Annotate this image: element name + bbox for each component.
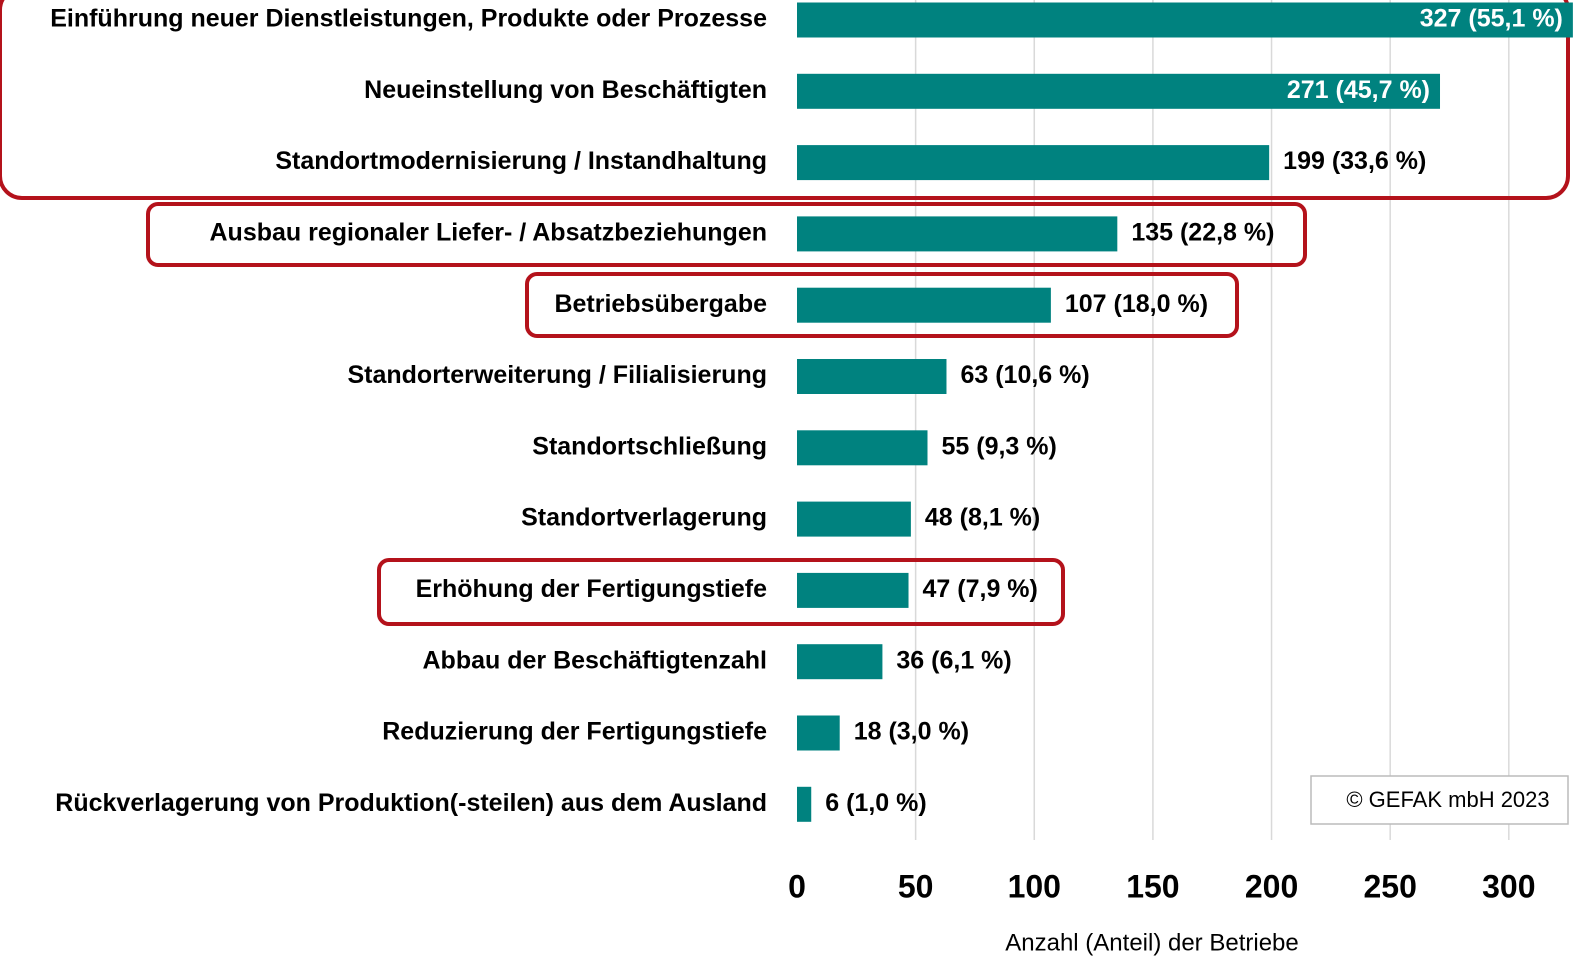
value-label: 327 (55,1 %) bbox=[1420, 5, 1563, 33]
x-tick-label: 50 bbox=[898, 868, 934, 904]
category-label: Standorterweiterung / Filialisierung bbox=[347, 361, 767, 389]
category-label: Standortmodernisierung / Instandhaltung bbox=[275, 147, 767, 175]
category-label: Erhöhung der Fertigungstiefe bbox=[416, 575, 767, 603]
bar bbox=[797, 644, 883, 680]
highlight-box bbox=[146, 202, 1307, 267]
value-label: 47 (7,9 %) bbox=[923, 575, 1038, 603]
bar bbox=[797, 430, 928, 466]
highlight-box bbox=[377, 558, 1065, 626]
copyright: © GEFAK mbH 2023 bbox=[1346, 787, 1549, 812]
category-label: Rückverlagerung von Produktion(-steilen)… bbox=[55, 789, 767, 817]
copyright-box bbox=[1310, 775, 1569, 825]
value-label: 55 (9,3 %) bbox=[942, 432, 1057, 460]
value-label: 18 (3,0 %) bbox=[854, 718, 969, 746]
bar bbox=[797, 715, 840, 751]
x-tick-label: 200 bbox=[1245, 868, 1298, 904]
category-label: Standortschließung bbox=[532, 432, 767, 460]
value-label: 36 (6,1 %) bbox=[896, 646, 1011, 674]
category-label: Standortverlagerung bbox=[521, 504, 767, 532]
category-label: Abbau der Beschäftigtenzahl bbox=[423, 646, 768, 674]
category-label: Einführung neuer Dienstleistungen, Produ… bbox=[50, 5, 767, 33]
bar bbox=[797, 2, 1573, 38]
category-label: Ausbau regionaler Liefer- / Absatzbezieh… bbox=[210, 219, 768, 247]
x-tick-label: 300 bbox=[1482, 868, 1535, 904]
x-axis-title: Anzahl (Anteil) der Betriebe bbox=[1005, 929, 1298, 956]
value-label: 135 (22,8 %) bbox=[1131, 219, 1274, 247]
category-label: Reduzierung der Fertigungstiefe bbox=[382, 718, 767, 746]
bar bbox=[797, 73, 1441, 109]
x-tick-label: 100 bbox=[1008, 868, 1061, 904]
x-tick-label: 0 bbox=[788, 868, 806, 904]
value-label: 63 (10,6 %) bbox=[960, 361, 1089, 389]
bar bbox=[797, 501, 911, 537]
bar bbox=[797, 216, 1118, 252]
highlight-box bbox=[525, 272, 1239, 338]
bar bbox=[797, 287, 1051, 323]
bar bbox=[797, 786, 812, 822]
bar bbox=[797, 359, 947, 394]
value-label: 107 (18,0 %) bbox=[1065, 290, 1208, 318]
bar bbox=[797, 572, 909, 608]
value-label: 6 (1,0 %) bbox=[825, 789, 926, 817]
x-tick-label: 150 bbox=[1126, 868, 1179, 904]
category-label: Neueinstellung von Beschäftigten bbox=[364, 76, 767, 104]
highlight-box bbox=[0, 0, 1570, 200]
value-label: 48 (8,1 %) bbox=[925, 504, 1040, 532]
x-tick-label: 250 bbox=[1363, 868, 1416, 904]
value-label: 199 (33,6 %) bbox=[1283, 147, 1426, 175]
bar bbox=[797, 145, 1270, 181]
value-label: 271 (45,7 %) bbox=[1287, 76, 1430, 104]
category-label: Betriebsübergabe bbox=[554, 290, 767, 318]
